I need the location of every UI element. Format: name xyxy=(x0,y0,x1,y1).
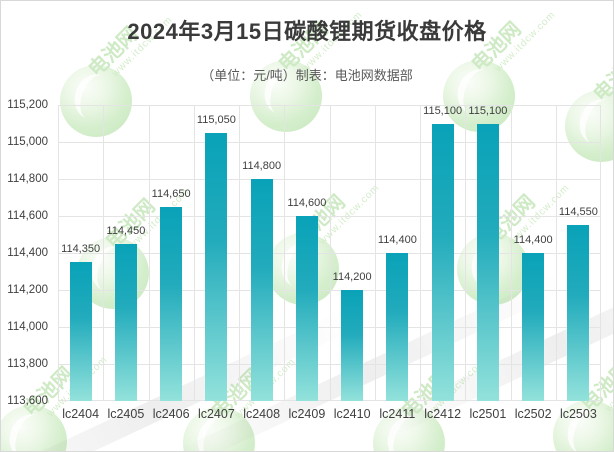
bar-slot: 114,800 xyxy=(239,105,284,401)
bar-value-label: 115,100 xyxy=(423,104,463,117)
y-tick-label: 114,000 xyxy=(7,321,48,333)
bar-lc2404 xyxy=(69,262,92,401)
x-tick-label: lc2501 xyxy=(469,407,507,421)
gridline-vertical xyxy=(555,105,557,401)
x-axis-labels: lc2404 lc2405 lc2406 lc2407 lc2408 lc2409 lc24… xyxy=(58,407,601,421)
bar-lc2406 xyxy=(160,206,183,401)
y-axis: 115,200 115,000 114,800 114,600 114,400 114,2… xyxy=(1,99,53,407)
x-tick-label: lc2404 xyxy=(62,407,100,421)
y-tick-label: 114,800 xyxy=(7,173,48,185)
bar-lc2408 xyxy=(250,179,273,401)
chart-subtitle: （单位：元/吨）制表：电池网数据部 xyxy=(201,68,413,83)
gridline-vertical xyxy=(374,105,376,401)
bar-lc2407 xyxy=(205,132,228,401)
bar-slot: 115,050 xyxy=(194,105,239,401)
bar-value-label: 114,200 xyxy=(332,271,372,283)
bar-lc2409 xyxy=(295,216,318,401)
gridline-vertical xyxy=(58,105,59,401)
x-tick-label: lc2406 xyxy=(152,407,190,421)
gridline-vertical xyxy=(148,105,150,401)
x-tick-label: lc2410 xyxy=(333,407,371,421)
bar-slot: 114,550 xyxy=(556,105,601,401)
x-tick-label: lc2412 xyxy=(424,407,462,421)
chart-title: 2024年3月15日碳酸锂期货收盘价格 xyxy=(127,19,487,44)
plot-area: 114,350 114,450 114,650 115,050 114,800 114,6… xyxy=(58,105,601,401)
bar-slot: 114,450 xyxy=(103,105,148,401)
y-tick-label: 115,200 xyxy=(7,99,48,111)
x-tick-label: lc2405 xyxy=(107,407,145,421)
gridline-vertical xyxy=(600,105,601,401)
bar-value-label: 114,550 xyxy=(558,206,598,219)
bar-lc2501 xyxy=(476,123,499,401)
y-tick-label: 113,800 xyxy=(7,358,48,370)
bar-value-label: 115,050 xyxy=(196,113,236,126)
y-tick-label: 113,600 xyxy=(7,395,48,407)
bar-lc2412 xyxy=(431,123,454,401)
x-tick-label: lc2411 xyxy=(379,407,416,421)
bar-value-label: 114,400 xyxy=(513,234,553,246)
y-tick-label: 114,400 xyxy=(7,247,48,259)
x-tick-label: lc2407 xyxy=(197,407,235,421)
bar-slot: 114,200 xyxy=(330,105,375,401)
x-tick-label: lc2502 xyxy=(514,407,552,421)
bar-value-label: 114,650 xyxy=(151,187,191,200)
y-tick-label: 114,200 xyxy=(7,284,48,296)
bar-value-label: 114,800 xyxy=(242,160,282,172)
bar-slot: 115,100 xyxy=(420,105,465,401)
bar-value-label: 114,400 xyxy=(377,234,417,246)
brand-watermark-url: www.itdcw.com xyxy=(603,349,614,415)
y-tick-label: 115,000 xyxy=(7,136,48,148)
y-tick-label: 114,600 xyxy=(7,210,48,222)
bar-slot: 114,350 xyxy=(58,105,103,401)
bar-slots: 114,350 114,450 114,650 115,050 114,800 114,6… xyxy=(58,105,601,401)
gridline-vertical xyxy=(420,105,421,401)
bar-value-label: 115,100 xyxy=(468,104,508,117)
x-tick-label: lc2408 xyxy=(243,407,281,421)
bar-value-label: 114,350 xyxy=(61,243,101,256)
bar-slot: 114,650 xyxy=(149,105,194,401)
bar-slot: 115,100 xyxy=(465,105,510,401)
brand-logo-icon xyxy=(1,405,67,451)
gridline-vertical xyxy=(239,105,240,401)
bar-slot: 114,400 xyxy=(375,105,420,401)
bar-lc2503 xyxy=(567,225,590,401)
bar-slot: 114,400 xyxy=(511,105,556,401)
bar-lc2410 xyxy=(341,290,364,401)
gridline-vertical xyxy=(193,105,195,401)
bar-lc2405 xyxy=(114,243,137,401)
x-tick-label: lc2409 xyxy=(288,407,326,421)
bar-lc2502 xyxy=(522,253,545,401)
bar-slot: 114,600 xyxy=(284,105,329,401)
x-tick-label: lc2503 xyxy=(559,407,597,421)
bar-value-label: 114,450 xyxy=(106,224,146,237)
bar-value-label: 114,600 xyxy=(287,197,327,209)
bar-lc2411 xyxy=(386,253,409,401)
